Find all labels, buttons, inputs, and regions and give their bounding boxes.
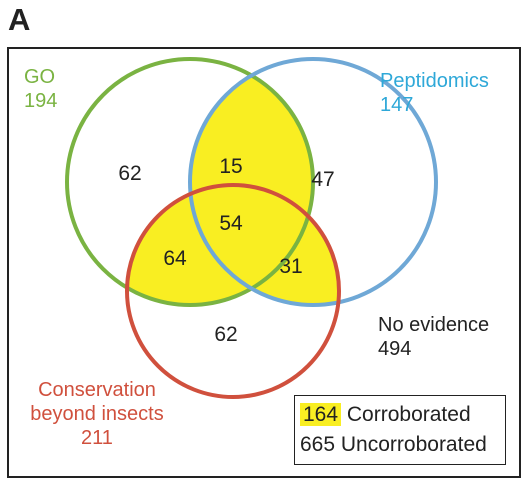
- region-peptidomics-only: 47: [311, 168, 335, 191]
- no-evidence-text: No evidence: [378, 314, 490, 336]
- legend-box: 164 Corroborated 665 Uncorroborated: [294, 395, 506, 465]
- frame-border: [7, 47, 521, 478]
- no-evidence-label: No evidence 494: [378, 313, 489, 361]
- peptidomics-circle: [188, 57, 438, 307]
- legend-corroborated: 164 Corroborated: [300, 403, 471, 427]
- conservation-name-line1: Conservation: [38, 379, 156, 401]
- region-go-peptidomics: 15: [219, 155, 243, 178]
- legend-uncorroborated: 665 Uncorroborated: [300, 433, 487, 457]
- conservation-name-line2: beyond insects: [30, 403, 164, 425]
- region-peptidomics-conservation: 31: [279, 255, 303, 278]
- corroborated-count: 164: [300, 403, 342, 426]
- region-all-three: 54: [219, 212, 243, 235]
- peptidomics-total: 147: [380, 94, 414, 116]
- region-conservation-only: 62: [214, 323, 238, 346]
- go-total: 194: [24, 90, 58, 112]
- go-name: GO: [24, 66, 56, 88]
- no-evidence-value: 494: [378, 338, 412, 360]
- conservation-total: 211: [81, 427, 113, 449]
- go-circle: [65, 57, 315, 307]
- peptidomics-label: Peptidomics 147: [380, 69, 489, 117]
- corroborated-label: Corroborated: [346, 403, 471, 426]
- corroborated-highlight: [127, 59, 339, 305]
- region-go-only: 62: [118, 162, 142, 185]
- uncorroborated-label: Uncorroborated: [340, 433, 487, 456]
- uncorroborated-count: 665: [300, 433, 336, 456]
- peptidomics-name: Peptidomics: [380, 70, 489, 92]
- conservation-label: Conservation beyond insects 211: [22, 378, 172, 450]
- go-label: GO 194: [24, 65, 57, 113]
- conservation-circle: [125, 183, 341, 399]
- panel-letter: A: [8, 2, 31, 37]
- region-go-conservation: 64: [163, 247, 187, 270]
